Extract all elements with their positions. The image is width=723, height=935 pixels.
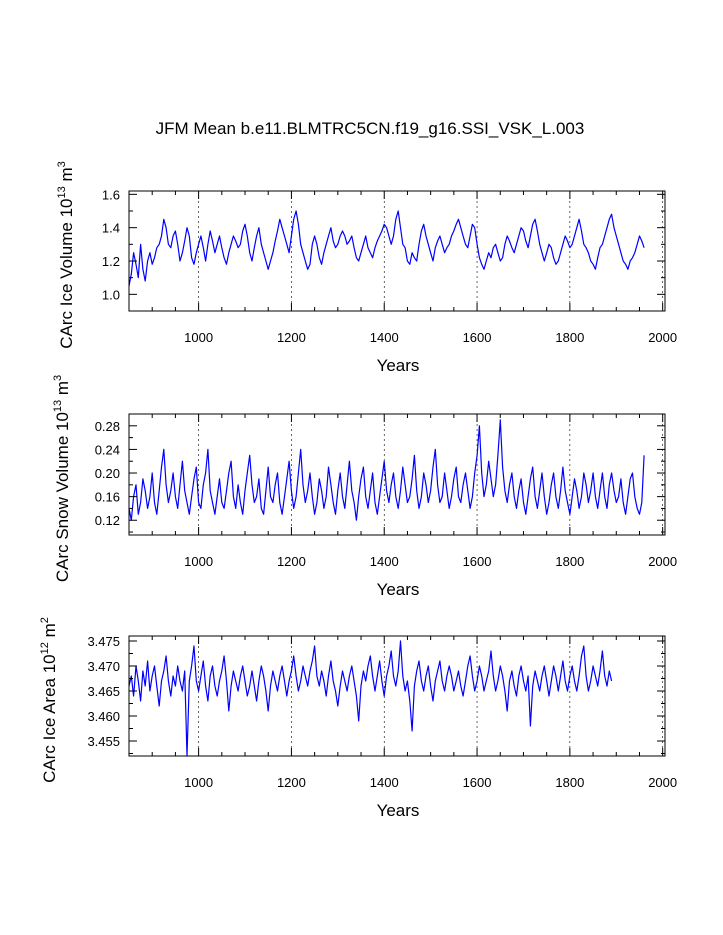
y-axis-label-exponent: 13 xyxy=(56,186,68,198)
y-tick-label: 3.470 xyxy=(87,659,120,674)
x-tick-label: 1200 xyxy=(277,775,306,790)
x-tick-label: 1400 xyxy=(370,554,399,569)
x-axis-label: Years xyxy=(377,356,420,375)
y-axis-label-exponent: 2 xyxy=(39,617,51,623)
x-tick-label: 1600 xyxy=(463,554,492,569)
y-tick-label: 0.28 xyxy=(95,419,120,434)
y-tick-label: 3.465 xyxy=(87,684,120,699)
y-tick-label: 0.20 xyxy=(95,466,120,481)
y-axis-label: CArc Ice Area 1012 m2 xyxy=(39,617,59,783)
x-tick-label: 1000 xyxy=(184,775,213,790)
x-tick-label: 1000 xyxy=(184,330,213,345)
y-axis-label: CArc Ice Volume 1013 m3 xyxy=(56,161,76,349)
series-line xyxy=(128,419,645,521)
panel-ice-volume: 1000 1200 1400 1600 1800 2000 1.0 1.2 1.4 1.6 Year… xyxy=(56,161,677,375)
y-axis-label: CArc Snow Volume 1013 m3 xyxy=(52,375,72,582)
x-tick-label: 2000 xyxy=(648,554,677,569)
plot-frame xyxy=(128,635,666,757)
y-tick-label: 3.475 xyxy=(87,634,120,649)
y-axis-label-text: CArc Ice Area 10 xyxy=(40,654,59,783)
x-tick-label: 1000 xyxy=(184,554,213,569)
y-tick-label: 1.6 xyxy=(102,187,120,202)
y-axis-label-exponent: 13 xyxy=(52,400,64,412)
x-tick-label: 1600 xyxy=(463,775,492,790)
y-axis-label-text: m xyxy=(53,381,72,400)
x-tick-label: 1800 xyxy=(555,554,584,569)
x-tick-label: 1600 xyxy=(463,330,492,345)
plot-frame xyxy=(128,413,666,536)
y-tick-label: 1.4 xyxy=(102,221,120,236)
x-tick-label: 2000 xyxy=(648,330,677,345)
x-tick-label: 1200 xyxy=(277,330,306,345)
y-tick-label: 0.12 xyxy=(95,513,120,528)
y-tick-label: 3.460 xyxy=(87,709,120,724)
y-axis-label-text: m xyxy=(40,623,59,642)
y-axis-label-text: m xyxy=(57,167,76,186)
panel-ice-area: 1000 1200 1400 1600 1800 2000 3.455 3.460 3.465 3… xyxy=(39,617,677,820)
x-tick-label: 1800 xyxy=(555,775,584,790)
x-tick-label: 1800 xyxy=(555,330,584,345)
y-tick-label: 0.24 xyxy=(95,442,120,457)
y-axis-label-exponent: 12 xyxy=(39,642,51,654)
y-tick-label: 3.455 xyxy=(87,734,120,749)
y-axis-label-text: CArc Ice Volume 10 xyxy=(57,199,76,349)
plot-frame xyxy=(128,190,666,312)
x-tick-label: 1400 xyxy=(370,775,399,790)
y-tick-label: 1.0 xyxy=(102,287,120,302)
x-tick-label: 2000 xyxy=(648,775,677,790)
x-tick-label: 1200 xyxy=(277,554,306,569)
series-line xyxy=(128,640,613,757)
series-line xyxy=(128,210,645,287)
y-axis-label-exponent: 3 xyxy=(56,161,68,167)
panel-snow-volume: 1000 1200 1400 1600 1800 2000 0.12 0.16 0.20 0.24… xyxy=(52,375,677,599)
y-tick-label: 0.16 xyxy=(95,490,120,505)
y-axis-label-text: CArc Snow Volume 10 xyxy=(53,412,72,582)
y-axis-label-exponent: 3 xyxy=(52,375,64,381)
figure-title: JFM Mean b.e11.BLMTRC5CN.f19_g16.SSI_VSK… xyxy=(156,119,585,138)
x-axis-label: Years xyxy=(377,580,420,599)
y-tick-label: 1.2 xyxy=(102,254,120,269)
x-tick-label: 1400 xyxy=(370,330,399,345)
x-axis-label: Years xyxy=(377,801,420,820)
